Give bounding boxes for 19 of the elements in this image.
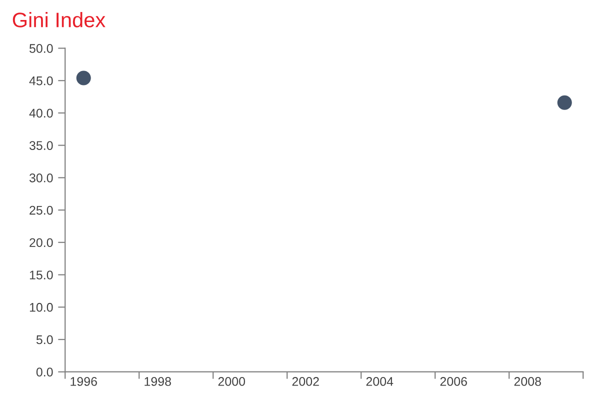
y-tick-label: 20.0 (30, 238, 53, 248)
y-tick-label: 30.0 (29, 173, 53, 182)
x-tick-label: 1996 (70, 377, 97, 386)
x-tick-label: 2000 (218, 377, 246, 386)
x-tick-label: 1998 (144, 377, 171, 386)
y-tick-label: 40.0 (29, 108, 53, 118)
y-tick-label: 35.0 (29, 141, 53, 150)
x-tick-label: 2002 (292, 377, 319, 386)
chart-title: Gini Index (12, 12, 106, 28)
y-tick-label: 50.0 (29, 44, 53, 53)
x-tick-label: 2004 (366, 377, 394, 386)
y-tick-label: 45.0 (29, 76, 53, 86)
y-tick-label: 0.0 (36, 368, 53, 376)
y-tick-label: 15.0 (30, 270, 53, 280)
y-tick-label: 5.0 (36, 335, 53, 344)
x-tick-label: 2008 (514, 377, 541, 386)
y-tick-label: 10.0 (30, 302, 53, 312)
x-tick-label: 2006 (440, 377, 467, 386)
y-tick-label: 25.0 (30, 206, 53, 215)
